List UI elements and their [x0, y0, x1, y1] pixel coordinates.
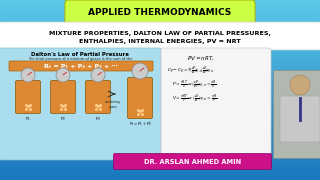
FancyBboxPatch shape	[65, 0, 255, 25]
Text: DR. ARSLAN AHMED AMIN: DR. ARSLAN AHMED AMIN	[144, 159, 242, 165]
Text: ENTHALPIES, INTERNAL ENERGIES, PV = NRT: ENTHALPIES, INTERNAL ENERGIES, PV = NRT	[79, 39, 241, 44]
Text: The total pressure of a mixture of gases is the sum of the: The total pressure of a mixture of gases…	[28, 57, 132, 61]
Circle shape	[132, 63, 148, 79]
FancyBboxPatch shape	[9, 61, 153, 71]
FancyBboxPatch shape	[51, 80, 76, 114]
Text: $P_1$: $P_1$	[25, 115, 31, 123]
FancyBboxPatch shape	[0, 48, 161, 160]
FancyBboxPatch shape	[114, 154, 271, 170]
FancyBboxPatch shape	[161, 48, 271, 160]
Text: $V = \frac{nRT}{P}\Rightarrow\left(\frac{\partial V}{\partial T}\right)_{P,n} = : $V = \frac{nRT}{P}\Rightarrow\left(\frac…	[172, 94, 217, 104]
Circle shape	[290, 75, 310, 95]
Text: $P_3$: $P_3$	[95, 115, 101, 123]
Text: partial pressures of each gas.: partial pressures of each gas.	[53, 60, 107, 64]
Text: $P_t = P_1 + P_2$: $P_t = P_1 + P_2$	[129, 120, 151, 128]
FancyBboxPatch shape	[127, 78, 153, 118]
FancyBboxPatch shape	[15, 80, 41, 114]
Circle shape	[21, 68, 35, 82]
Circle shape	[91, 68, 105, 82]
Text: $P = \frac{nRT}{V}\Rightarrow\left(\frac{\partial P}{\partial T}\right)_{V,n} = : $P = \frac{nRT}{V}\Rightarrow\left(\frac…	[172, 80, 219, 91]
FancyBboxPatch shape	[273, 70, 320, 158]
Text: MIXTURE PROPERTIES, DALTON LAW OF PARTIAL PRESSURES,: MIXTURE PROPERTIES, DALTON LAW OF PARTIA…	[49, 30, 271, 35]
Text: $P_2$: $P_2$	[60, 115, 66, 123]
Text: $C_P - C_V = T\!\left(\!\frac{\partial P}{\partial T}\!\right)_{\!V,n}\!\left(\!: $C_P - C_V = T\!\left(\!\frac{\partial P…	[167, 66, 215, 76]
FancyBboxPatch shape	[85, 80, 110, 114]
Text: combining
gases: combining gases	[105, 100, 121, 109]
Circle shape	[56, 68, 70, 82]
Text: Dalton's Law of Partial Pressure: Dalton's Law of Partial Pressure	[31, 51, 129, 57]
Text: APPLIED THERMODYNAMICS: APPLIED THERMODYNAMICS	[88, 8, 232, 17]
Text: $PV = nRT,$: $PV = nRT,$	[187, 54, 215, 62]
Text: Rₜ = P₁ + P₂ + P₃ + ⋯: Rₜ = P₁ + P₂ + P₃ + ⋯	[44, 64, 118, 69]
FancyBboxPatch shape	[0, 22, 320, 50]
FancyBboxPatch shape	[280, 96, 320, 142]
